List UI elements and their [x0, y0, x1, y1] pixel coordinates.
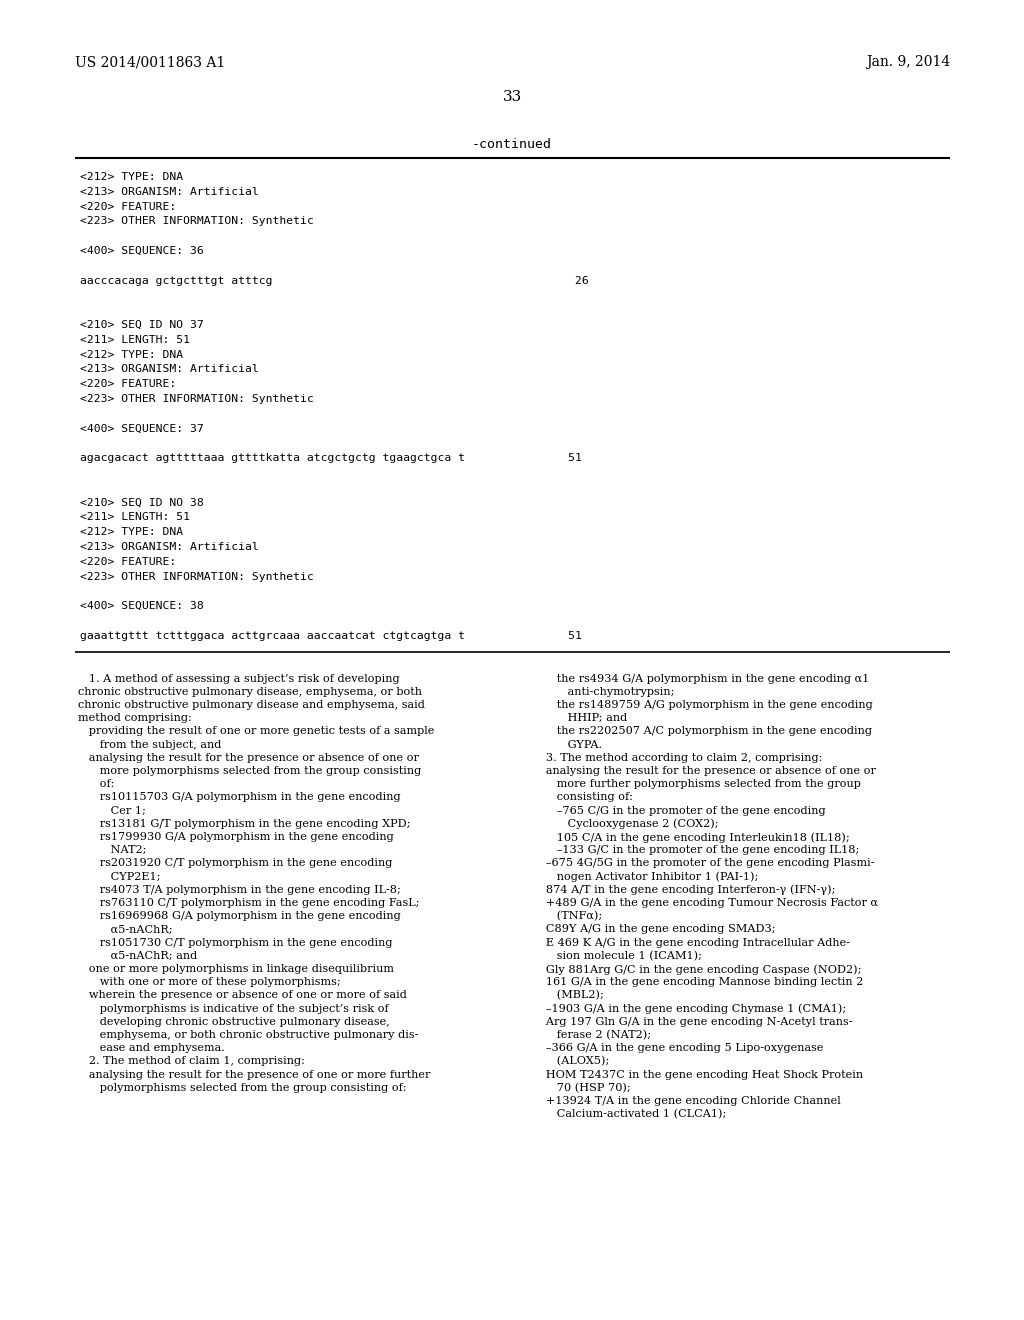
Text: <220> FEATURE:: <220> FEATURE: [80, 557, 176, 566]
Text: developing chronic obstructive pulmonary disease,: developing chronic obstructive pulmonary… [78, 1016, 390, 1027]
Text: more further polymorphisms selected from the group: more further polymorphisms selected from… [535, 779, 861, 789]
Text: nogen Activator Inhibitor 1 (PAI-1);: nogen Activator Inhibitor 1 (PAI-1); [535, 871, 759, 882]
Text: Arg 197 Gln G/A in the gene encoding N-Acetyl trans-: Arg 197 Gln G/A in the gene encoding N-A… [535, 1016, 853, 1027]
Text: 161 G/A in the gene encoding Mannose binding lectin 2: 161 G/A in the gene encoding Mannose bin… [535, 977, 863, 987]
Text: (TNFα);: (TNFα); [535, 911, 602, 921]
Text: <210> SEQ ID NO 37: <210> SEQ ID NO 37 [80, 319, 204, 330]
Text: rs763110 C/T polymorphism in the gene encoding FasL;: rs763110 C/T polymorphism in the gene en… [78, 898, 420, 908]
Text: the rs2202507 A/C polymorphism in the gene encoding: the rs2202507 A/C polymorphism in the ge… [535, 726, 872, 737]
Text: HOM T2437C in the gene encoding Heat Shock Protein: HOM T2437C in the gene encoding Heat Sho… [535, 1069, 863, 1080]
Text: <220> FEATURE:: <220> FEATURE: [80, 379, 176, 389]
Text: polymorphisms selected from the group consisting of:: polymorphisms selected from the group co… [78, 1082, 407, 1093]
Text: the rs1489759 A/G polymorphism in the gene encoding: the rs1489759 A/G polymorphism in the ge… [535, 700, 872, 710]
Text: sion molecule 1 (ICAM1);: sion molecule 1 (ICAM1); [535, 950, 702, 961]
Text: ferase 2 (NAT2);: ferase 2 (NAT2); [535, 1030, 651, 1040]
Text: NAT2;: NAT2; [78, 845, 146, 855]
Text: <223> OTHER INFORMATION: Synthetic: <223> OTHER INFORMATION: Synthetic [80, 572, 313, 582]
Text: 70 (HSP 70);: 70 (HSP 70); [535, 1082, 631, 1093]
Text: HHIP; and: HHIP; and [535, 713, 628, 723]
Text: Gly 881Arg G/C in the gene encoding Caspase (NOD2);: Gly 881Arg G/C in the gene encoding Casp… [535, 964, 861, 974]
Text: providing the result of one or more genetic tests of a sample: providing the result of one or more gene… [78, 726, 434, 737]
Text: GYPA.: GYPA. [535, 739, 602, 750]
Text: from the subject, and: from the subject, and [78, 739, 221, 750]
Text: aacccacaga gctgctttgt atttcg                                            26: aacccacaga gctgctttgt atttcg 26 [80, 276, 589, 285]
Text: Cyclooxygenase 2 (COX2);: Cyclooxygenase 2 (COX2); [535, 818, 719, 829]
Text: -continued: -continued [472, 139, 552, 150]
Text: method comprising:: method comprising: [78, 713, 191, 723]
Text: <220> FEATURE:: <220> FEATURE: [80, 202, 176, 211]
Text: of:: of: [78, 779, 115, 789]
Text: ease and emphysema.: ease and emphysema. [78, 1043, 224, 1053]
Text: analysing the result for the presence or absence of one or: analysing the result for the presence or… [78, 752, 419, 763]
Text: more polymorphisms selected from the group consisting: more polymorphisms selected from the gro… [78, 766, 421, 776]
Text: <223> OTHER INFORMATION: Synthetic: <223> OTHER INFORMATION: Synthetic [80, 393, 313, 404]
Text: 3. The method according to claim 2, comprising:: 3. The method according to claim 2, comp… [535, 752, 822, 763]
Text: <400> SEQUENCE: 38: <400> SEQUENCE: 38 [80, 601, 204, 611]
Text: agacgacact agtttttaaa gttttkatta atcgctgctg tgaagctgca t               51: agacgacact agtttttaaa gttttkatta atcgctg… [80, 453, 582, 463]
Text: <213> ORGANISM: Artificial: <213> ORGANISM: Artificial [80, 543, 259, 552]
Text: CYP2E1;: CYP2E1; [78, 871, 161, 882]
Text: +13924 T/A in the gene encoding Chloride Channel: +13924 T/A in the gene encoding Chloride… [535, 1096, 841, 1106]
Text: 2. The method of claim 1, comprising:: 2. The method of claim 1, comprising: [78, 1056, 305, 1067]
Text: <211> LENGTH: 51: <211> LENGTH: 51 [80, 512, 190, 523]
Text: <213> ORGANISM: Artificial: <213> ORGANISM: Artificial [80, 187, 259, 197]
Text: Calcium-activated 1 (CLCA1);: Calcium-activated 1 (CLCA1); [535, 1109, 726, 1119]
Text: consisting of:: consisting of: [535, 792, 633, 803]
Text: emphysema, or both chronic obstructive pulmonary dis-: emphysema, or both chronic obstructive p… [78, 1030, 419, 1040]
Text: <213> ORGANISM: Artificial: <213> ORGANISM: Artificial [80, 364, 259, 375]
Text: (MBL2);: (MBL2); [535, 990, 604, 1001]
Text: 105 C/A in the gene encoding Interleukin18 (IL18);: 105 C/A in the gene encoding Interleukin… [535, 832, 850, 842]
Text: 1. A method of assessing a subject’s risk of developing: 1. A method of assessing a subject’s ris… [78, 673, 399, 684]
Text: <223> OTHER INFORMATION: Synthetic: <223> OTHER INFORMATION: Synthetic [80, 216, 313, 227]
Text: <211> LENGTH: 51: <211> LENGTH: 51 [80, 335, 190, 345]
Text: C89Y A/G in the gene encoding SMAD3;: C89Y A/G in the gene encoding SMAD3; [535, 924, 775, 935]
Text: polymorphisms is indicative of the subject’s risk of: polymorphisms is indicative of the subje… [78, 1003, 389, 1014]
Text: rs2031920 C/T polymorphism in the gene encoding: rs2031920 C/T polymorphism in the gene e… [78, 858, 392, 869]
Text: <212> TYPE: DNA: <212> TYPE: DNA [80, 172, 183, 182]
Text: –675 4G/5G in the promoter of the gene encoding Plasmi-: –675 4G/5G in the promoter of the gene e… [535, 858, 874, 869]
Text: rs1799930 G/A polymorphism in the gene encoding: rs1799930 G/A polymorphism in the gene e… [78, 832, 394, 842]
Text: <212> TYPE: DNA: <212> TYPE: DNA [80, 350, 183, 359]
Text: 874 A/T in the gene encoding Interferon-γ (IFN-γ);: 874 A/T in the gene encoding Interferon-… [535, 884, 836, 895]
Text: US 2014/0011863 A1: US 2014/0011863 A1 [75, 55, 225, 69]
Text: rs13181 G/T polymorphism in the gene encoding XPD;: rs13181 G/T polymorphism in the gene enc… [78, 818, 411, 829]
Text: <400> SEQUENCE: 37: <400> SEQUENCE: 37 [80, 424, 204, 433]
Text: rs16969968 G/A polymorphism in the gene encoding: rs16969968 G/A polymorphism in the gene … [78, 911, 400, 921]
Text: –765 C/G in the promoter of the gene encoding: –765 C/G in the promoter of the gene enc… [535, 805, 825, 816]
Text: chronic obstructive pulmonary disease and emphysema, said: chronic obstructive pulmonary disease an… [78, 700, 425, 710]
Text: rs1051730 C/T polymorphism in the gene encoding: rs1051730 C/T polymorphism in the gene e… [78, 937, 392, 948]
Text: rs10115703 G/A polymorphism in the gene encoding: rs10115703 G/A polymorphism in the gene … [78, 792, 400, 803]
Text: Jan. 9, 2014: Jan. 9, 2014 [865, 55, 950, 69]
Text: –133 G/C in the promoter of the gene encoding IL18;: –133 G/C in the promoter of the gene enc… [535, 845, 859, 855]
Text: with one or more of these polymorphisms;: with one or more of these polymorphisms; [78, 977, 341, 987]
Text: <400> SEQUENCE: 36: <400> SEQUENCE: 36 [80, 246, 204, 256]
Text: chronic obstructive pulmonary disease, emphysema, or both: chronic obstructive pulmonary disease, e… [78, 686, 422, 697]
Text: analysing the result for the presence of one or more further: analysing the result for the presence of… [78, 1069, 430, 1080]
Text: 33: 33 [503, 90, 521, 104]
Text: +489 G/A in the gene encoding Tumour Necrosis Factor α: +489 G/A in the gene encoding Tumour Nec… [535, 898, 878, 908]
Text: analysing the result for the presence or absence of one or: analysing the result for the presence or… [535, 766, 876, 776]
Text: –1903 G/A in the gene encoding Chymase 1 (CMA1);: –1903 G/A in the gene encoding Chymase 1… [535, 1003, 846, 1014]
Text: gaaattgttt tctttggaca acttgrcaaa aaccaatcat ctgtcagtga t               51: gaaattgttt tctttggaca acttgrcaaa aaccaat… [80, 631, 582, 640]
Text: <212> TYPE: DNA: <212> TYPE: DNA [80, 527, 183, 537]
Text: Cer 1;: Cer 1; [78, 805, 145, 816]
Text: anti-chymotrypsin;: anti-chymotrypsin; [535, 686, 675, 697]
Text: –366 G/A in the gene encoding 5 Lipo-oxygenase: –366 G/A in the gene encoding 5 Lipo-oxy… [535, 1043, 823, 1053]
Text: wherein the presence or absence of one or more of said: wherein the presence or absence of one o… [78, 990, 407, 1001]
Text: <210> SEQ ID NO 38: <210> SEQ ID NO 38 [80, 498, 204, 508]
Text: α5-nAChR;: α5-nAChR; [78, 924, 173, 935]
Text: the rs4934 G/A polymorphism in the gene encoding α1: the rs4934 G/A polymorphism in the gene … [535, 673, 869, 684]
Text: α5-nAChR; and: α5-nAChR; and [78, 950, 198, 961]
Text: E 469 K A/G in the gene encoding Intracellular Adhe-: E 469 K A/G in the gene encoding Intrace… [535, 937, 850, 948]
Text: (ALOX5);: (ALOX5); [535, 1056, 609, 1067]
Text: rs4073 T/A polymorphism in the gene encoding IL-8;: rs4073 T/A polymorphism in the gene enco… [78, 884, 400, 895]
Text: one or more polymorphisms in linkage disequilibrium: one or more polymorphisms in linkage dis… [78, 964, 394, 974]
